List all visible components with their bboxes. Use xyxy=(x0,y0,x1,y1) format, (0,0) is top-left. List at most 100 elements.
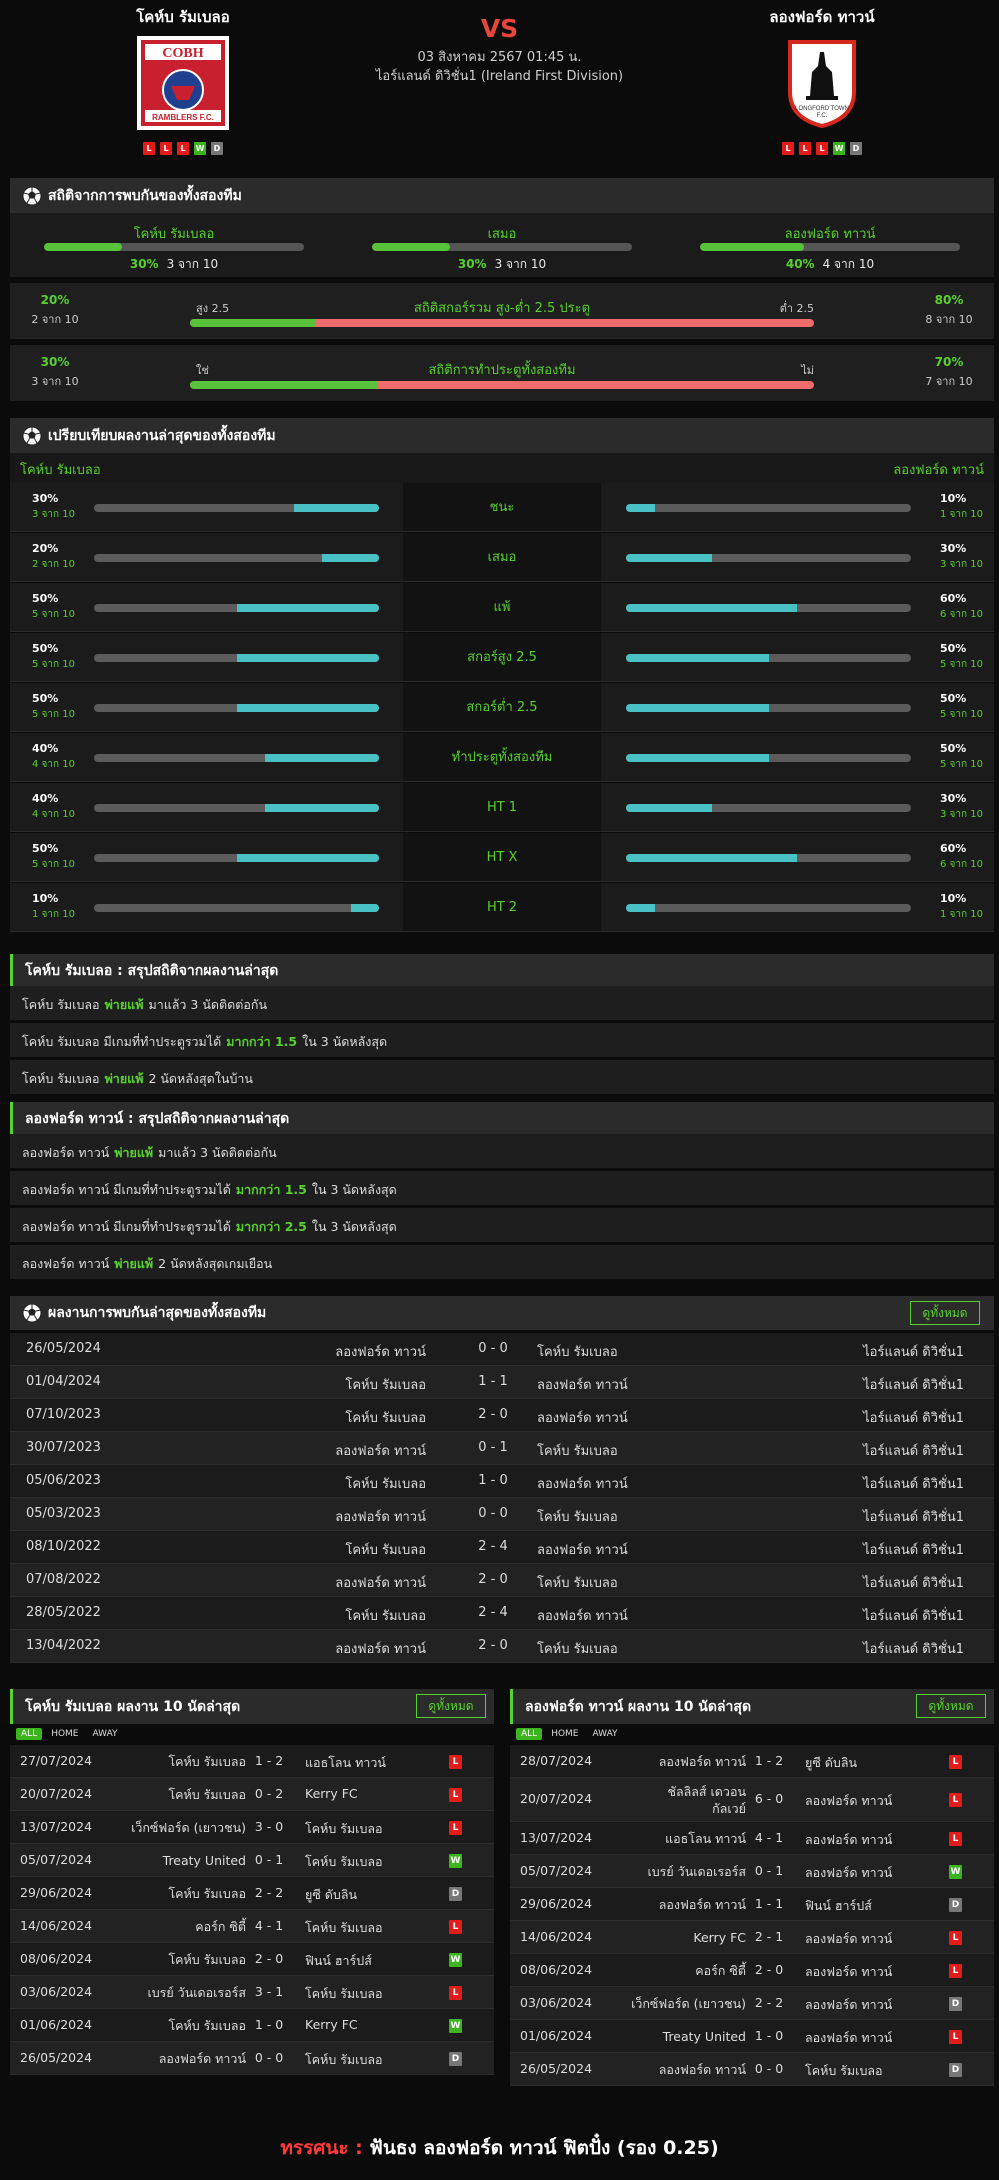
away-team: โคห์บ รัมเบลอ xyxy=(305,2052,383,2067)
last10-row[interactable]: 05/07/2024 Treaty United 0 - 1 โคห์บ รัมเบล… xyxy=(10,1844,494,1877)
h2h-result-row[interactable]: 07/08/2022 ลองฟอร์ด ทาวน์ 2 - 0 โคห์บ รัมเบ… xyxy=(10,1564,994,1597)
last10-row[interactable]: 14/06/2024 คอร์ก ซิตี้ 4 - 1 โคห์บ รัมเบลอ L xyxy=(10,1910,494,1943)
score: 2 - 0 xyxy=(254,1951,284,1966)
last10-row[interactable]: 01/06/2024 Treaty United 1 - 0 ลองฟอร์ด ทาว… xyxy=(510,2020,994,2053)
compare-away-bar-fill xyxy=(626,654,769,662)
last10-row[interactable]: 29/06/2024 ลองฟอร์ด ทาวน์ 1 - 1 ฟินน์ ฮาร์ป… xyxy=(510,1888,994,1921)
filter-home[interactable]: HOME xyxy=(551,1729,579,1739)
filter-away[interactable]: AWAY xyxy=(592,1729,618,1739)
compare-away-bar-fill xyxy=(626,904,655,912)
h2h-result-row[interactable]: 05/06/2023 โคห์บ รัมเบลอ 1 - 0 ลองฟอร์ด ทาว… xyxy=(10,1465,994,1498)
compare-stat-label: เสมอ xyxy=(403,533,601,581)
verdict-text: ฟันธง ลองฟอร์ด ทาวน์ ฟิตปั๋ง (รอง 0.25) xyxy=(369,2137,719,2159)
score: 2 - 0 xyxy=(478,1638,508,1653)
away-team: ลองฟอร์ด ทาวน์ xyxy=(537,1378,628,1393)
last10-row[interactable]: 20/07/2024 ชัลลิลส์ เดวอน กัลเวย์ 6 - 0 ลอง… xyxy=(510,1778,994,1822)
compare-away-count: 3 จาก 10 xyxy=(940,809,983,820)
result-badge: D xyxy=(949,2062,962,2077)
h2h-result-row[interactable]: 28/05/2022 โคห์บ รัมเบลอ 2 - 4 ลองฟอร์ด ทาว… xyxy=(10,1597,994,1630)
compare-home-bar xyxy=(94,854,379,862)
summary-line: ลองฟอร์ด ทาวน์ พ่ายแพ้ มาแล้ว 3 นัดติดต่อก… xyxy=(10,1134,994,1168)
last10-row[interactable]: 13/07/2024 เว็กซ์ฟอร์ด (เยาวชน) 3 - 0 โคห์บ… xyxy=(10,1811,494,1844)
away-team: โคห์บ รัมเบลอ xyxy=(537,1642,618,1657)
h2h-away-col: ลองฟอร์ด ทาวน์ 40% 4 จาก 10 xyxy=(700,223,960,274)
compare-away-pct: 30% xyxy=(940,792,967,805)
svg-text:F.C.: F.C. xyxy=(817,113,828,119)
match-league[interactable]: ไอร์แลนด์ ดิวิชั่น1 (Ireland First Divis… xyxy=(375,69,624,84)
h2h-result-row[interactable]: 30/07/2023 ลองฟอร์ด ทาวน์ 0 - 1 โคห์บ รัมเบ… xyxy=(10,1432,994,1465)
h2h-result-row[interactable]: 05/03/2023 ลองฟอร์ด ทาวน์ 0 - 0 โคห์บ รัมเบ… xyxy=(10,1498,994,1531)
result-badge: L xyxy=(949,1963,962,1978)
compare-home-label[interactable]: โคห์บ รัมเบลอ xyxy=(20,463,101,478)
last10-row[interactable]: 08/06/2024 คอร์ก ซิตี้ 2 - 0 ลองฟอร์ด ทาวน์… xyxy=(510,1954,994,1987)
away-team-logo: LONGFORD TOWN F.C. xyxy=(776,36,868,130)
h2h-result-row[interactable]: 07/10/2023 โคห์บ รัมเบลอ 2 - 0 ลองฟอร์ด ทาว… xyxy=(10,1399,994,1432)
last10-row[interactable]: 26/05/2024 ลองฟอร์ด ทาวน์ 0 - 0 โคห์บ รัมเบ… xyxy=(510,2053,994,2086)
league: ไอร์แลนด์ ดิวิชั่น1 xyxy=(863,1444,964,1459)
filter-all[interactable]: ALL xyxy=(16,1728,43,1740)
ou-left-count: 2 จาก 10 xyxy=(31,313,79,326)
score: 4 - 1 xyxy=(754,1830,784,1845)
compare-away-pct: 10% xyxy=(940,492,967,505)
last10-row[interactable]: 08/06/2024 โคห์บ รัมเบลอ 2 - 0 ฟินน์ ฮาร์ปส… xyxy=(10,1943,494,1976)
last10-row[interactable]: 13/07/2024 แอธโลน ทาวน์ 4 - 1 ลองฟอร์ด ทาวน… xyxy=(510,1822,994,1855)
last10-row[interactable]: 14/06/2024 Kerry FC 2 - 1 ลองฟอร์ด ทาวน์ L xyxy=(510,1921,994,1954)
last10-row[interactable]: 03/06/2024 เบรย์ วันเดอเรอร์ส 3 - 1 โคห์บ ร… xyxy=(10,1976,494,2009)
compare-stat-label: HT X xyxy=(403,833,601,881)
away-team: ลองฟอร์ด ทาวน์ xyxy=(805,1964,893,1979)
form-badge: D xyxy=(211,142,223,155)
last10-row[interactable]: 03/06/2024 เว็กซ์ฟอร์ด (เยาวชน) 2 - 2 ลองฟอ… xyxy=(510,1987,994,2020)
h2h-draw-col: เสมอ 30% 3 จาก 10 xyxy=(372,223,632,274)
result-badge: L xyxy=(949,2029,962,2044)
last10-row[interactable]: 05/07/2024 เบรย์ วันเดอเรอร์ส 0 - 1 ลองฟอร์… xyxy=(510,1855,994,1888)
home-team: ลองฟอร์ด ทาวน์ xyxy=(335,1510,426,1525)
last10-row[interactable]: 27/07/2024 โคห์บ รัมเบลอ 1 - 2 แอธโลน ทาวน์… xyxy=(10,1745,494,1778)
see-all-button[interactable]: ดูทั้งหมด xyxy=(916,1694,986,1718)
home-form: L L L W D xyxy=(53,142,313,155)
form-badge: L xyxy=(799,142,811,155)
away-team: โคห์บ รัมเบลอ xyxy=(305,1920,383,1935)
see-all-button[interactable]: ดูทั้งหมด xyxy=(416,1694,486,1718)
compare-row: 50% 5 จาก 10 สกอร์สูง 2.5 50% 5 จาก 10 xyxy=(10,633,994,682)
last10-row[interactable]: 26/05/2024 ลองฟอร์ด ทาวน์ 0 - 0 โคห์บ รัมเบ… xyxy=(10,2042,494,2075)
h2h-result-row[interactable]: 26/05/2024 ลองฟอร์ด ทาวน์ 0 - 0 โคห์บ รัมเบ… xyxy=(10,1333,994,1366)
compare-home-pct: 50% xyxy=(32,842,59,855)
compare-home-pct: 40% xyxy=(32,742,59,755)
away-team[interactable]: ลองฟอร์ด ทาวน์ LONGFORD TOWN F.C. L L L … xyxy=(692,6,952,155)
home-team-logo: COBH RAMBLERS F.C. xyxy=(137,36,229,130)
last10-row[interactable]: 01/06/2024 โคห์บ รัมเบลอ 1 - 0 Kerry FC W xyxy=(10,2009,494,2042)
h2h-result-row[interactable]: 13/04/2022 ลองฟอร์ด ทาวน์ 2 - 0 โคห์บ รัมเบ… xyxy=(10,1630,994,1663)
compare-home-value: 50% 5 จาก 10 xyxy=(32,592,92,622)
compare-home-count: 1 จาก 10 xyxy=(32,909,75,920)
away-team: ลองฟอร์ด ทาวน์ xyxy=(805,1997,893,2012)
match-date: 13/04/2022 xyxy=(26,1638,101,1653)
home-team: คอร์ก ซิตี้ xyxy=(195,1919,246,1934)
h2h-draw-label: เสมอ xyxy=(487,227,517,242)
compare-team-labels: โคห์บ รัมเบลอ ลองฟอร์ด ทาวน์ xyxy=(10,453,994,483)
compare-stat-label: แพ้ xyxy=(403,583,601,631)
match-header: โคห์บ รัมเบลอ COBH RAMBLERS F.C. L L L W… xyxy=(0,0,999,178)
filter-all[interactable]: ALL xyxy=(516,1728,543,1740)
result-badge: L xyxy=(449,1985,462,2000)
away-team: โคห์บ รัมเบลอ xyxy=(537,1345,618,1360)
summary-text: โคห์บ รัมเบลอ xyxy=(22,997,100,1012)
last10-row[interactable]: 28/07/2024 ลองฟอร์ด ทาวน์ 1 - 2 ยูซี ดับลิน… xyxy=(510,1745,994,1778)
last10-row[interactable]: 29/06/2024 โคห์บ รัมเบลอ 2 - 2 ยูซี ดับลิน D xyxy=(10,1877,494,1910)
summary-highlight: พ่ายแพ้ xyxy=(114,1145,154,1160)
home-team[interactable]: โคห์บ รัมเบลอ COBH RAMBLERS F.C. L L L W… xyxy=(53,6,313,155)
filter-home[interactable]: HOME xyxy=(51,1729,79,1739)
compare-away-bar xyxy=(626,754,911,762)
compare-away-label[interactable]: ลองฟอร์ด ทาวน์ xyxy=(893,463,984,478)
compare-home-value: 50% 5 จาก 10 xyxy=(32,642,92,672)
see-all-button[interactable]: ดูทั้งหมด xyxy=(910,1301,980,1325)
summary-line: ลองฟอร์ด ทาวน์ พ่ายแพ้ 2 นัดหลังสุดเกมเยือ… xyxy=(10,1245,994,1279)
h2h-result-row[interactable]: 01/04/2024 โคห์บ รัมเบลอ 1 - 1 ลองฟอร์ด ทาว… xyxy=(10,1366,994,1399)
compare-away-count: 5 จาก 10 xyxy=(940,759,983,770)
ou-title: สถิติสกอร์รวม สูง-ต่ำ 2.5 ประตู xyxy=(413,301,591,316)
compare-away-value: 30% 3 จาก 10 xyxy=(940,542,999,572)
svg-text:COBH: COBH xyxy=(162,46,203,61)
filter-away[interactable]: AWAY xyxy=(92,1729,118,1739)
last10-row[interactable]: 20/07/2024 โคห์บ รัมเบลอ 0 - 2 Kerry FC L xyxy=(10,1778,494,1811)
league: ไอร์แลนด์ ดิวิชั่น1 xyxy=(863,1609,964,1624)
h2h-result-row[interactable]: 08/10/2022 โคห์บ รัมเบลอ 2 - 4 ลองฟอร์ด ทาว… xyxy=(10,1531,994,1564)
